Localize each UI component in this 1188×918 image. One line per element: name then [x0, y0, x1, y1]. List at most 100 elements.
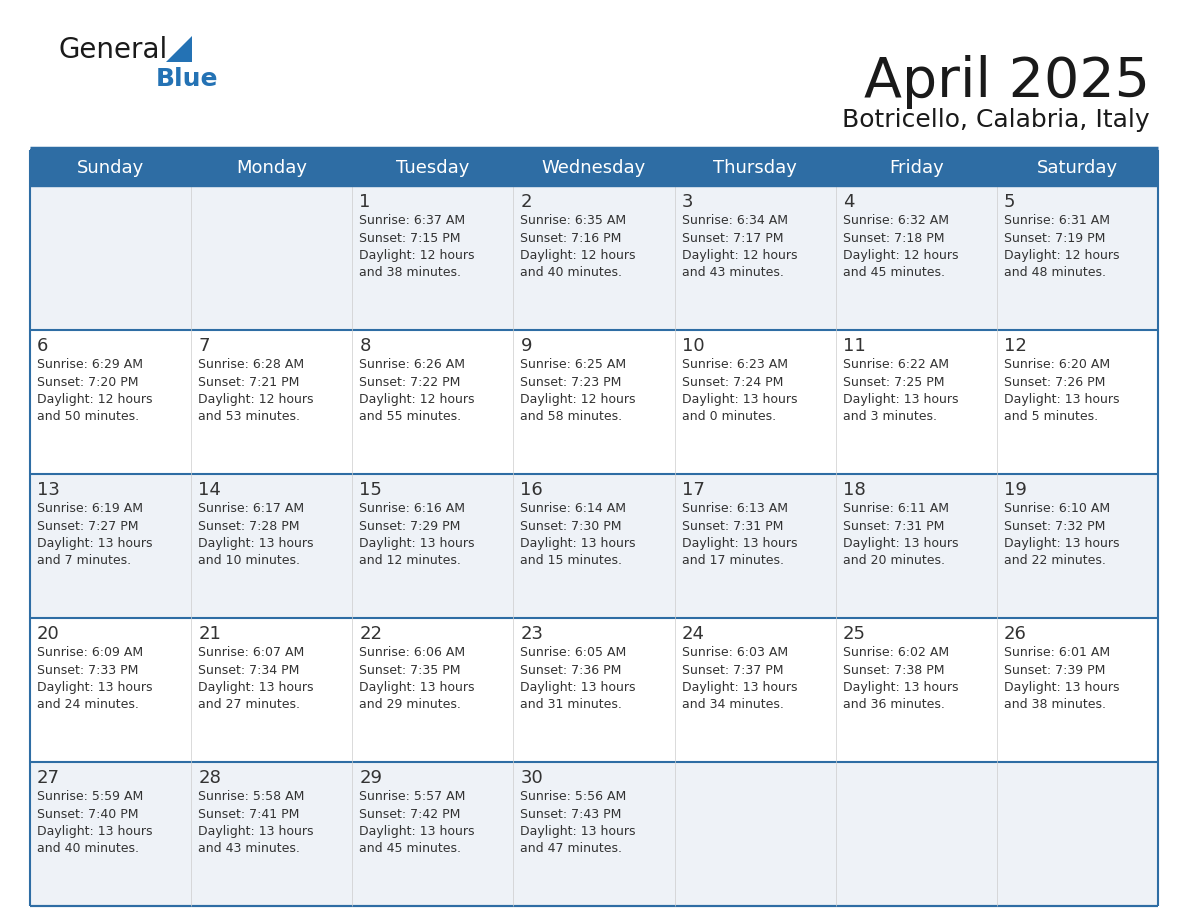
- Text: Sunrise: 6:37 AM
Sunset: 7:15 PM
Daylight: 12 hours
and 38 minutes.: Sunrise: 6:37 AM Sunset: 7:15 PM Dayligh…: [359, 214, 475, 279]
- Bar: [835, 762, 997, 906]
- Bar: [675, 474, 835, 618]
- Text: 18: 18: [842, 481, 866, 499]
- Text: Sunrise: 6:03 AM
Sunset: 7:37 PM
Daylight: 13 hours
and 34 minutes.: Sunrise: 6:03 AM Sunset: 7:37 PM Dayligh…: [682, 646, 797, 711]
- Text: 22: 22: [359, 625, 383, 643]
- Bar: [353, 474, 513, 618]
- Bar: [835, 186, 997, 330]
- Text: Sunrise: 6:13 AM
Sunset: 7:31 PM
Daylight: 13 hours
and 17 minutes.: Sunrise: 6:13 AM Sunset: 7:31 PM Dayligh…: [682, 502, 797, 567]
- Text: 19: 19: [1004, 481, 1026, 499]
- Bar: [997, 150, 1158, 186]
- Text: Sunrise: 6:23 AM
Sunset: 7:24 PM
Daylight: 13 hours
and 0 minutes.: Sunrise: 6:23 AM Sunset: 7:24 PM Dayligh…: [682, 358, 797, 423]
- Text: Sunrise: 6:25 AM
Sunset: 7:23 PM
Daylight: 12 hours
and 58 minutes.: Sunrise: 6:25 AM Sunset: 7:23 PM Dayligh…: [520, 358, 636, 423]
- Text: 6: 6: [37, 337, 49, 355]
- Text: Sunrise: 6:14 AM
Sunset: 7:30 PM
Daylight: 13 hours
and 15 minutes.: Sunrise: 6:14 AM Sunset: 7:30 PM Dayligh…: [520, 502, 636, 567]
- Bar: [997, 762, 1158, 906]
- Text: Sunrise: 6:07 AM
Sunset: 7:34 PM
Daylight: 13 hours
and 27 minutes.: Sunrise: 6:07 AM Sunset: 7:34 PM Dayligh…: [198, 646, 314, 711]
- Text: Sunrise: 6:09 AM
Sunset: 7:33 PM
Daylight: 13 hours
and 24 minutes.: Sunrise: 6:09 AM Sunset: 7:33 PM Dayligh…: [37, 646, 152, 711]
- Text: Friday: Friday: [889, 159, 943, 177]
- Text: Sunrise: 6:22 AM
Sunset: 7:25 PM
Daylight: 13 hours
and 3 minutes.: Sunrise: 6:22 AM Sunset: 7:25 PM Dayligh…: [842, 358, 959, 423]
- Bar: [353, 150, 513, 186]
- Bar: [675, 186, 835, 330]
- Text: 23: 23: [520, 625, 543, 643]
- Text: 5: 5: [1004, 193, 1016, 211]
- Bar: [30, 330, 191, 474]
- Text: Thursday: Thursday: [713, 159, 797, 177]
- Bar: [835, 474, 997, 618]
- Text: Sunrise: 6:10 AM
Sunset: 7:32 PM
Daylight: 13 hours
and 22 minutes.: Sunrise: 6:10 AM Sunset: 7:32 PM Dayligh…: [1004, 502, 1119, 567]
- Text: Sunrise: 6:20 AM
Sunset: 7:26 PM
Daylight: 13 hours
and 5 minutes.: Sunrise: 6:20 AM Sunset: 7:26 PM Dayligh…: [1004, 358, 1119, 423]
- Text: Sunrise: 6:01 AM
Sunset: 7:39 PM
Daylight: 13 hours
and 38 minutes.: Sunrise: 6:01 AM Sunset: 7:39 PM Dayligh…: [1004, 646, 1119, 711]
- Text: 3: 3: [682, 193, 693, 211]
- Text: 10: 10: [682, 337, 704, 355]
- Bar: [30, 618, 191, 762]
- Text: 25: 25: [842, 625, 866, 643]
- Text: Sunrise: 6:35 AM
Sunset: 7:16 PM
Daylight: 12 hours
and 40 minutes.: Sunrise: 6:35 AM Sunset: 7:16 PM Dayligh…: [520, 214, 636, 279]
- Bar: [997, 330, 1158, 474]
- Text: Saturday: Saturday: [1037, 159, 1118, 177]
- Text: 21: 21: [198, 625, 221, 643]
- Text: Sunday: Sunday: [77, 159, 144, 177]
- Text: 15: 15: [359, 481, 383, 499]
- Bar: [513, 474, 675, 618]
- Bar: [30, 150, 191, 186]
- Text: 2: 2: [520, 193, 532, 211]
- Bar: [835, 618, 997, 762]
- Bar: [191, 150, 353, 186]
- Text: 29: 29: [359, 769, 383, 787]
- Bar: [675, 762, 835, 906]
- Text: Sunrise: 5:58 AM
Sunset: 7:41 PM
Daylight: 13 hours
and 43 minutes.: Sunrise: 5:58 AM Sunset: 7:41 PM Dayligh…: [198, 790, 314, 856]
- Bar: [191, 330, 353, 474]
- Bar: [30, 762, 191, 906]
- Text: Sunrise: 6:06 AM
Sunset: 7:35 PM
Daylight: 13 hours
and 29 minutes.: Sunrise: 6:06 AM Sunset: 7:35 PM Dayligh…: [359, 646, 475, 711]
- Bar: [513, 186, 675, 330]
- Bar: [513, 330, 675, 474]
- Text: 4: 4: [842, 193, 854, 211]
- Text: Sunrise: 6:17 AM
Sunset: 7:28 PM
Daylight: 13 hours
and 10 minutes.: Sunrise: 6:17 AM Sunset: 7:28 PM Dayligh…: [198, 502, 314, 567]
- Text: 1: 1: [359, 193, 371, 211]
- Bar: [513, 150, 675, 186]
- Text: Blue: Blue: [156, 67, 219, 91]
- Text: 16: 16: [520, 481, 543, 499]
- Text: Sunrise: 6:31 AM
Sunset: 7:19 PM
Daylight: 12 hours
and 48 minutes.: Sunrise: 6:31 AM Sunset: 7:19 PM Dayligh…: [1004, 214, 1119, 279]
- Text: Sunrise: 5:59 AM
Sunset: 7:40 PM
Daylight: 13 hours
and 40 minutes.: Sunrise: 5:59 AM Sunset: 7:40 PM Dayligh…: [37, 790, 152, 856]
- Bar: [191, 618, 353, 762]
- Text: Sunrise: 6:26 AM
Sunset: 7:22 PM
Daylight: 12 hours
and 55 minutes.: Sunrise: 6:26 AM Sunset: 7:22 PM Dayligh…: [359, 358, 475, 423]
- Bar: [675, 330, 835, 474]
- Bar: [30, 186, 191, 330]
- Text: Sunrise: 6:11 AM
Sunset: 7:31 PM
Daylight: 13 hours
and 20 minutes.: Sunrise: 6:11 AM Sunset: 7:31 PM Dayligh…: [842, 502, 959, 567]
- Text: Sunrise: 5:57 AM
Sunset: 7:42 PM
Daylight: 13 hours
and 45 minutes.: Sunrise: 5:57 AM Sunset: 7:42 PM Dayligh…: [359, 790, 475, 856]
- Text: April 2025: April 2025: [864, 55, 1150, 109]
- Bar: [513, 762, 675, 906]
- Text: 20: 20: [37, 625, 59, 643]
- Bar: [835, 150, 997, 186]
- Text: 30: 30: [520, 769, 543, 787]
- Bar: [191, 762, 353, 906]
- Text: Sunrise: 6:16 AM
Sunset: 7:29 PM
Daylight: 13 hours
and 12 minutes.: Sunrise: 6:16 AM Sunset: 7:29 PM Dayligh…: [359, 502, 475, 567]
- Bar: [675, 618, 835, 762]
- Bar: [353, 330, 513, 474]
- Text: Monday: Monday: [236, 159, 308, 177]
- Text: 17: 17: [682, 481, 704, 499]
- Bar: [191, 186, 353, 330]
- Text: 8: 8: [359, 337, 371, 355]
- Bar: [30, 474, 191, 618]
- Text: 7: 7: [198, 337, 209, 355]
- Text: Tuesday: Tuesday: [396, 159, 469, 177]
- Text: Wednesday: Wednesday: [542, 159, 646, 177]
- Text: 24: 24: [682, 625, 704, 643]
- Bar: [675, 150, 835, 186]
- Text: Sunrise: 6:34 AM
Sunset: 7:17 PM
Daylight: 12 hours
and 43 minutes.: Sunrise: 6:34 AM Sunset: 7:17 PM Dayligh…: [682, 214, 797, 279]
- Bar: [997, 474, 1158, 618]
- Text: 26: 26: [1004, 625, 1026, 643]
- Text: Sunrise: 6:32 AM
Sunset: 7:18 PM
Daylight: 12 hours
and 45 minutes.: Sunrise: 6:32 AM Sunset: 7:18 PM Dayligh…: [842, 214, 959, 279]
- Text: Sunrise: 6:29 AM
Sunset: 7:20 PM
Daylight: 12 hours
and 50 minutes.: Sunrise: 6:29 AM Sunset: 7:20 PM Dayligh…: [37, 358, 152, 423]
- Text: 12: 12: [1004, 337, 1026, 355]
- Text: Sunrise: 5:56 AM
Sunset: 7:43 PM
Daylight: 13 hours
and 47 minutes.: Sunrise: 5:56 AM Sunset: 7:43 PM Dayligh…: [520, 790, 636, 856]
- Bar: [191, 474, 353, 618]
- Text: 13: 13: [37, 481, 59, 499]
- Text: 14: 14: [198, 481, 221, 499]
- Bar: [353, 186, 513, 330]
- Text: Sunrise: 6:02 AM
Sunset: 7:38 PM
Daylight: 13 hours
and 36 minutes.: Sunrise: 6:02 AM Sunset: 7:38 PM Dayligh…: [842, 646, 959, 711]
- Text: 28: 28: [198, 769, 221, 787]
- Text: Sunrise: 6:28 AM
Sunset: 7:21 PM
Daylight: 12 hours
and 53 minutes.: Sunrise: 6:28 AM Sunset: 7:21 PM Dayligh…: [198, 358, 314, 423]
